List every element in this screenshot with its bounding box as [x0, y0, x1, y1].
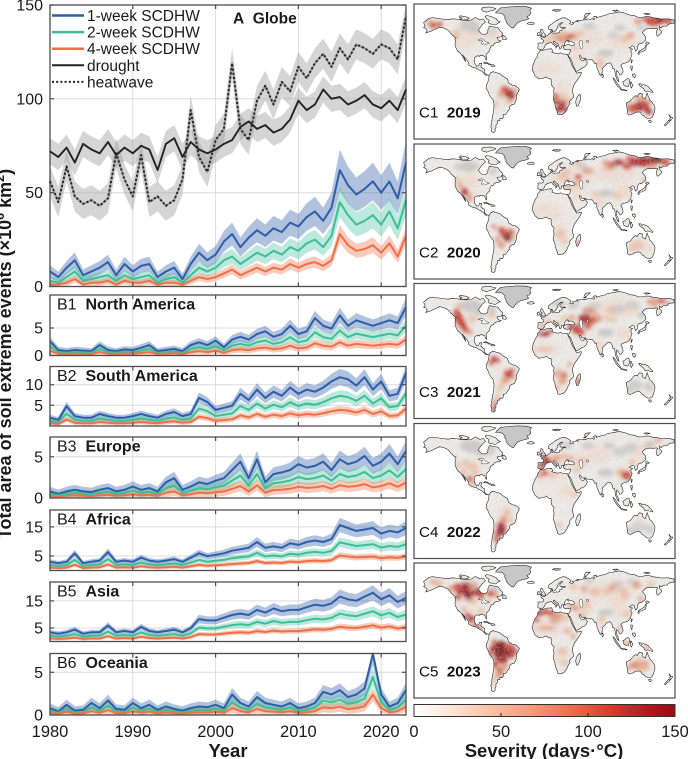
svg-text:B1 North America: B1 North America — [57, 297, 195, 314]
svg-text:15: 15 — [25, 593, 43, 610]
svg-text:heatwave: heatwave — [87, 74, 153, 91]
svg-text:150: 150 — [661, 723, 688, 741]
svg-text:50: 50 — [25, 185, 43, 202]
svg-text:100: 100 — [574, 723, 602, 741]
svg-text:15: 15 — [25, 519, 43, 536]
svg-text:B6 Oceania: B6 Oceania — [57, 655, 148, 672]
svg-text:1980: 1980 — [32, 723, 69, 741]
svg-text:150: 150 — [16, 0, 43, 15]
svg-text:2000: 2000 — [197, 723, 234, 741]
svg-text:drought: drought — [87, 58, 140, 75]
svg-text:C1 2019: C1 2019 — [419, 105, 481, 122]
svg-text:50: 50 — [492, 723, 510, 741]
svg-text:100: 100 — [16, 91, 43, 108]
svg-text:C3 2021: C3 2021 — [419, 384, 481, 401]
svg-text:0: 0 — [34, 708, 43, 725]
svg-text:2010: 2010 — [280, 723, 317, 741]
svg-text:0: 0 — [34, 348, 43, 365]
svg-text:Total area of soil extreme eve: Total area of soil extreme events (×106 … — [0, 169, 15, 539]
svg-text:C2 2020: C2 2020 — [419, 245, 481, 262]
svg-text:B4 Africa: B4 Africa — [57, 512, 131, 529]
svg-text:2-week SCDHW: 2-week SCDHW — [87, 25, 200, 42]
svg-text:C5 2023: C5 2023 — [419, 664, 481, 681]
svg-text:1990: 1990 — [114, 723, 151, 741]
svg-text:5: 5 — [34, 321, 43, 338]
svg-text:Year: Year — [208, 740, 247, 759]
svg-text:5: 5 — [34, 665, 43, 682]
svg-text:5: 5 — [34, 621, 43, 638]
svg-text:B5 Asia: B5 Asia — [57, 584, 119, 601]
svg-text:5: 5 — [34, 549, 43, 566]
svg-text:B2 South America: B2 South America — [57, 368, 198, 385]
svg-text:10: 10 — [25, 377, 43, 394]
svg-text:5: 5 — [34, 398, 43, 415]
svg-text:2020: 2020 — [363, 723, 400, 741]
svg-text:0: 0 — [409, 723, 418, 741]
svg-text:4-week SCDHW: 4-week SCDHW — [87, 41, 200, 58]
svg-text:C4 2022: C4 2022 — [419, 524, 481, 541]
svg-text:5: 5 — [34, 449, 43, 466]
svg-text:A Globe: A Globe — [233, 11, 297, 28]
svg-text:B3 Europe: B3 Europe — [57, 439, 141, 456]
svg-text:0: 0 — [34, 279, 43, 296]
svg-text:1-week SCDHW: 1-week SCDHW — [87, 8, 200, 25]
svg-text:Severity (days·°C): Severity (days·°C) — [465, 740, 624, 759]
svg-text:0: 0 — [34, 491, 43, 508]
